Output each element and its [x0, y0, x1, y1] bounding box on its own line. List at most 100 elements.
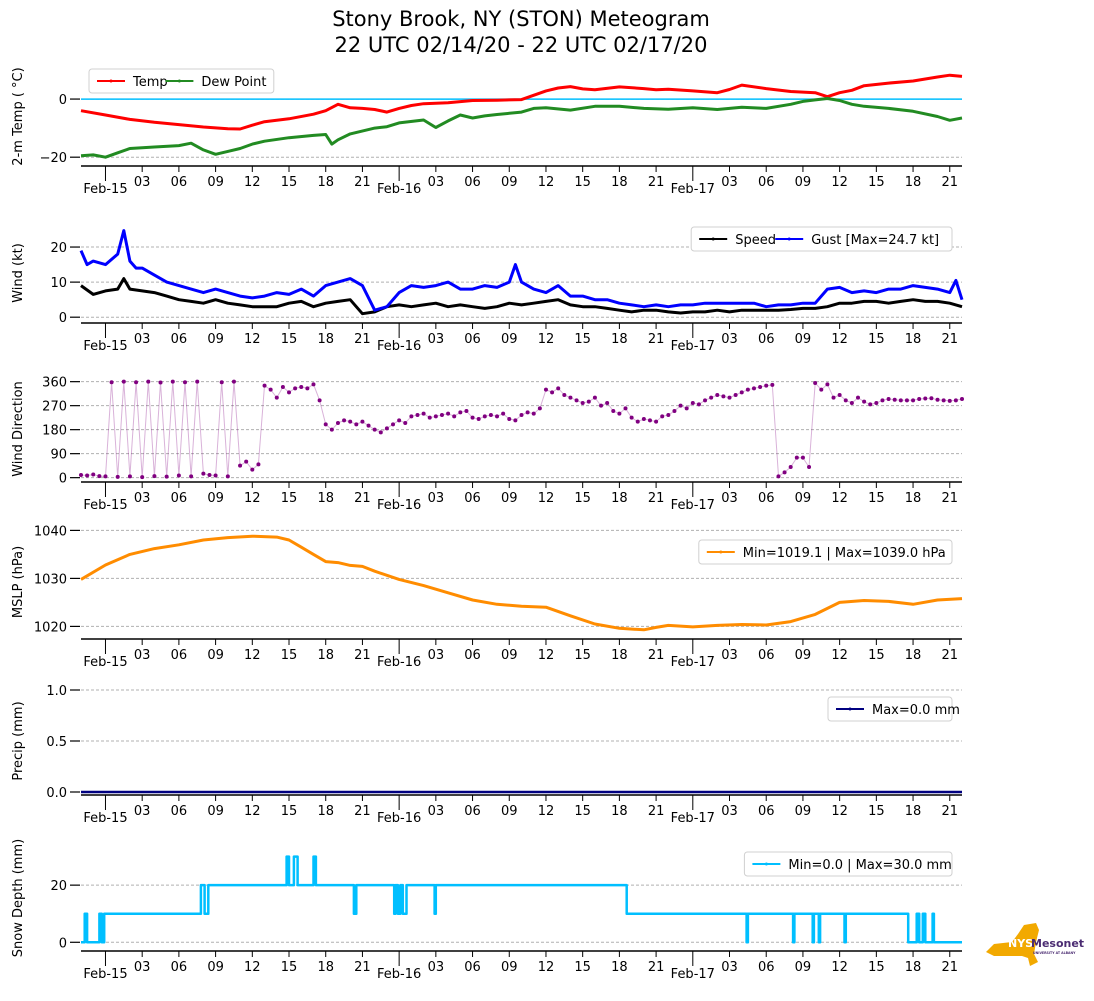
xtick-label: 03	[428, 332, 445, 347]
series-line-dew-point	[80, 97, 963, 159]
chart-title-line1: Stony Brook, NY (STON) Meteogram	[332, 7, 710, 31]
xtick-label: 09	[795, 960, 812, 975]
data-point	[127, 474, 132, 479]
data-point	[433, 414, 438, 419]
ytick-label: 360	[42, 376, 67, 391]
data-point	[470, 415, 475, 420]
data-point	[917, 397, 922, 401]
xtick-label: 18	[611, 960, 628, 975]
xtick-label: 09	[795, 175, 812, 190]
data-point	[880, 398, 885, 403]
xtick-label: 06	[464, 804, 481, 819]
data-point	[103, 474, 108, 479]
xtick-label: 21	[941, 648, 958, 663]
data-point	[849, 401, 854, 405]
data-point	[158, 380, 163, 385]
xtick-label: 21	[648, 175, 665, 190]
xtick-day-label: Feb-16	[377, 339, 421, 354]
xtick-label: 18	[317, 804, 334, 819]
data-point	[238, 463, 243, 468]
xtick-label: 21	[354, 960, 371, 975]
series-line-temp	[80, 73, 963, 131]
data-point	[195, 379, 200, 384]
xtick-label: 06	[758, 648, 775, 663]
data-point	[635, 419, 640, 424]
data-point	[727, 395, 732, 400]
xtick-label: 09	[501, 960, 518, 975]
data-point	[372, 427, 377, 432]
xtick-label: 21	[648, 491, 665, 506]
xtick-day-label: Feb-15	[83, 811, 127, 826]
legend-marker	[787, 237, 791, 241]
xtick-label: 03	[134, 960, 151, 975]
xtick-label: 12	[831, 175, 848, 190]
xtick-day-label: Feb-17	[671, 182, 715, 197]
legend-box	[743, 851, 953, 877]
xtick-label: 15	[574, 175, 591, 190]
xtick-label: 06	[171, 332, 188, 347]
data-point	[911, 398, 916, 403]
xtick-label: 06	[464, 960, 481, 975]
xtick-label: 21	[354, 175, 371, 190]
xtick-label: 12	[538, 175, 555, 190]
xtick-label: 21	[354, 648, 371, 663]
data-point	[654, 419, 659, 424]
xtick-label: 18	[317, 648, 334, 663]
xtick-label: 15	[868, 960, 885, 975]
legend-marker	[177, 79, 181, 83]
ytick-label: 90	[50, 448, 67, 463]
xtick-label: 21	[354, 332, 371, 347]
xtick-label: 06	[171, 960, 188, 975]
data-point	[813, 381, 818, 385]
y-axis-label: Precip (mm)	[11, 701, 26, 780]
data-point	[495, 414, 500, 419]
xtick-label: 18	[905, 175, 922, 190]
xtick-label: 12	[244, 175, 261, 190]
data-point	[819, 387, 824, 392]
chart-title: Stony Brook, NY (STON) Meteogram 22 UTC …	[0, 6, 1042, 58]
data-point	[617, 411, 622, 416]
data-point	[929, 396, 934, 401]
chart-title-line2: 22 UTC 02/14/20 - 22 UTC 02/17/20	[334, 33, 708, 57]
xtick-label: 21	[941, 491, 958, 506]
legend-marker	[711, 237, 715, 241]
xtick-label: 09	[501, 648, 518, 663]
xtick-day-label: Feb-16	[377, 967, 421, 982]
data-point	[79, 473, 83, 477]
xtick-label: 15	[868, 491, 885, 506]
data-point	[183, 380, 188, 385]
xtick-label: 03	[428, 960, 445, 975]
xtick-label: 03	[721, 648, 738, 663]
data-point	[696, 402, 701, 407]
legend-label: Max=0.0 mm	[872, 703, 960, 718]
data-point	[207, 473, 212, 477]
y-axis-label: 2-m Temp ( °C)	[11, 67, 26, 165]
data-point	[935, 397, 940, 402]
ytick-label: 10	[50, 276, 67, 291]
data-point	[201, 471, 206, 476]
data-point	[299, 385, 304, 389]
legend-box	[698, 539, 953, 565]
legend: Min=1019.1 | Max=1039.0 hPa	[698, 539, 953, 565]
xtick-label: 03	[134, 648, 151, 663]
data-point	[244, 459, 249, 464]
data-point	[85, 473, 90, 478]
xtick-label: 15	[868, 804, 885, 819]
legend: Min=0.0 | Max=30.0 mm	[743, 851, 953, 877]
xtick-label: 12	[831, 332, 848, 347]
xtick-day-label: Feb-15	[83, 498, 127, 513]
xtick-label: 15	[574, 491, 591, 506]
data-point	[323, 422, 328, 427]
data-point	[164, 474, 169, 479]
data-point	[476, 417, 481, 421]
xtick-label: 03	[134, 175, 151, 190]
data-point	[342, 418, 347, 423]
data-point	[715, 393, 720, 397]
data-point	[262, 383, 267, 388]
xtick-label: 15	[281, 960, 298, 975]
data-point	[348, 419, 353, 424]
xtick-label: 12	[244, 804, 261, 819]
y-axis-label: Snow Depth (mm)	[11, 839, 26, 957]
data-point	[647, 418, 652, 423]
